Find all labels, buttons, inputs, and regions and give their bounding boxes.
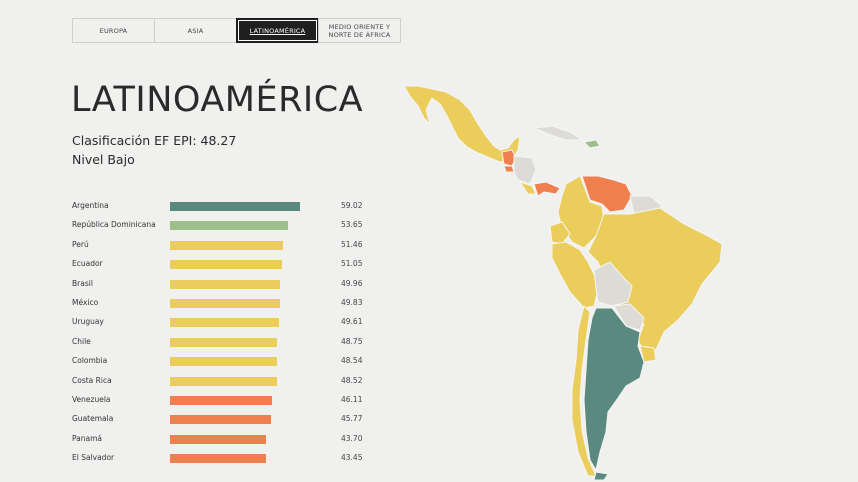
score-bar [170, 318, 279, 328]
ranking-row[interactable]: México 49.83 [72, 294, 372, 313]
ranking-row[interactable]: Ecuador 51.05 [72, 255, 372, 274]
map-country-dominican-republic[interactable] [582, 139, 601, 149]
score-value: 43.70 [341, 433, 363, 443]
score-bar [170, 415, 271, 425]
country-name: Guatemala [72, 414, 114, 424]
score-value: 49.83 [341, 297, 363, 307]
country-name: Perú [72, 239, 89, 249]
country-name: Chile [72, 336, 91, 346]
tab-asia[interactable]: ASIA [154, 18, 237, 43]
ranking-row[interactable]: Chile 48.75 [72, 333, 372, 352]
country-name: Venezuela [72, 394, 111, 404]
country-name: Argentina [72, 201, 109, 210]
proficiency-level-text: Nivel Bajo [72, 152, 135, 167]
map-country-ecuador[interactable] [549, 221, 571, 245]
country-name: República Dominicana [72, 220, 156, 230]
ranking-row[interactable]: Colombia 48.54 [72, 352, 372, 371]
ranking-row[interactable]: Argentina 59.02 [72, 197, 372, 216]
score-bar [170, 454, 266, 464]
region-tabs: EUROPA ASIA LATINOAMÉRICA MEDIO ORIENTE … [72, 18, 401, 43]
ranking-row[interactable]: Panamá 43.70 [72, 430, 372, 449]
map-country-honduras[interactable] [513, 155, 537, 185]
map-country-costa-rica[interactable] [518, 181, 537, 195]
ranking-row[interactable]: Brasil 49.96 [72, 275, 372, 294]
tab-medio-oriente[interactable]: MEDIO ORIENTE Y NORTE DE ÁFRICA [318, 18, 401, 43]
ranking-row[interactable]: El Salvador 43.45 [72, 449, 372, 468]
ranking-row[interactable]: Costa Rica 48.52 [72, 372, 372, 391]
score-bar [170, 337, 277, 347]
score-value: 48.52 [341, 375, 363, 385]
score-value: 53.65 [341, 220, 363, 230]
map-country-venezuela[interactable] [581, 175, 633, 213]
map-country-uruguay[interactable] [639, 345, 657, 363]
ranking-row[interactable]: Venezuela 46.11 [72, 391, 372, 410]
score-bar [170, 298, 280, 308]
map-country-bolivia[interactable] [593, 261, 633, 307]
epi-score-text: Clasificación EF EPI: 48.27 [72, 133, 237, 148]
country-name: Ecuador [72, 259, 103, 269]
map-country-cuba[interactable] [532, 125, 584, 141]
map-tierra-del-fuego [593, 471, 609, 481]
score-bar [170, 279, 280, 289]
score-value: 49.96 [341, 278, 363, 288]
map-country-mexico[interactable] [403, 85, 521, 163]
map-country-peru[interactable] [551, 241, 599, 309]
country-ranking-list: Argentina 59.02 República Dominicana 53.65 P… [72, 197, 372, 468]
score-value: 45.77 [341, 414, 363, 424]
score-bar [170, 260, 282, 270]
tab-latinoamerica[interactable]: LATINOAMÉRICA [236, 18, 319, 43]
ranking-row[interactable]: Perú 51.46 [72, 236, 372, 255]
map-country-el-salvador[interactable] [503, 165, 515, 173]
score-value: 51.05 [341, 259, 363, 269]
score-value: 48.54 [341, 356, 363, 366]
score-bar [170, 240, 283, 250]
country-name: Colombia [72, 356, 108, 366]
score-bar [170, 434, 266, 444]
country-name: Uruguay [72, 317, 104, 327]
ranking-row[interactable]: Uruguay 49.61 [72, 313, 372, 332]
score-bar [170, 202, 300, 211]
country-name: Costa Rica [72, 375, 112, 385]
country-name: El Salvador [72, 453, 115, 463]
tab-europa[interactable]: EUROPA [72, 18, 155, 43]
ranking-row[interactable]: República Dominicana 53.65 [72, 216, 372, 235]
score-value: 43.45 [341, 453, 363, 463]
score-value: 46.11 [341, 394, 363, 404]
map-country-argentina[interactable] [583, 307, 645, 472]
score-bar [170, 357, 277, 367]
score-value: 49.61 [341, 317, 363, 327]
country-name: México [72, 297, 99, 307]
score-value: 59.02 [341, 201, 363, 210]
score-value: 48.75 [341, 336, 363, 346]
score-bar [170, 221, 288, 231]
map-country-panama[interactable] [533, 181, 561, 197]
score-bar [170, 395, 272, 405]
score-bar [170, 376, 277, 386]
country-name: Panamá [72, 433, 103, 443]
latin-america-map [403, 85, 723, 481]
ranking-row[interactable]: Guatemala 45.77 [72, 410, 372, 429]
score-value: 51.46 [341, 239, 363, 249]
page-title: LATINOAMÉRICA [71, 80, 364, 120]
country-name: Brasil [72, 278, 93, 288]
